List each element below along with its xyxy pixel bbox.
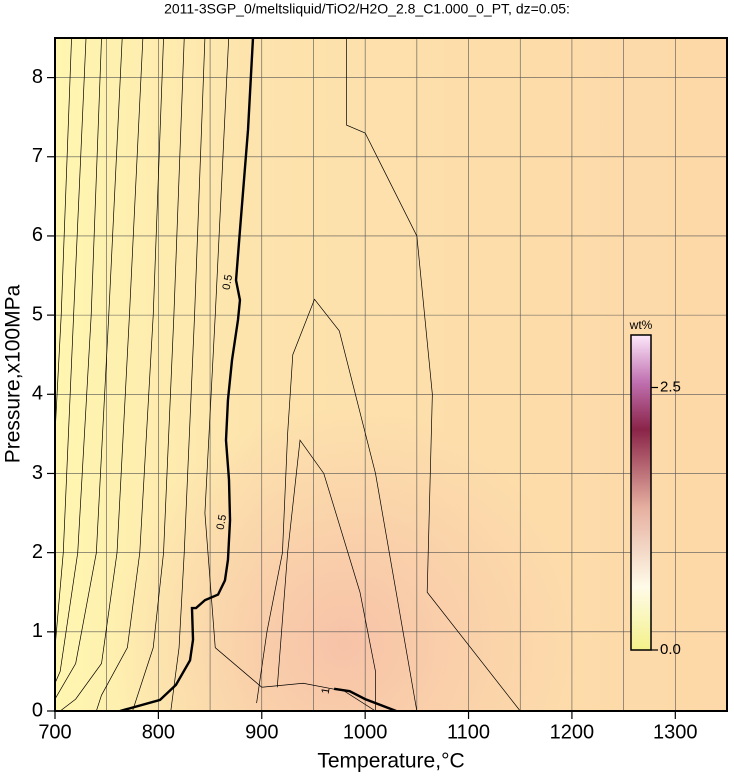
chart-title: 2011-3SGP_0/meltsliquid/TiO2/H2O_2.8_C1.… bbox=[164, 1, 570, 17]
contour-line bbox=[55, 38, 72, 434]
y-tick-label: 8 bbox=[32, 66, 43, 88]
contour-line bbox=[204, 38, 376, 711]
x-tick-label: 1100 bbox=[447, 721, 490, 743]
contour-line bbox=[256, 298, 418, 711]
y-tick-label: 6 bbox=[32, 224, 43, 246]
y-axis-label: Pressure,x100MPa bbox=[2, 284, 25, 463]
contour-line bbox=[276, 439, 376, 711]
contour-line bbox=[170, 38, 206, 711]
contour-line bbox=[96, 38, 164, 711]
x-tick-label: 1300 bbox=[653, 721, 698, 743]
x-tick-label: 900 bbox=[245, 721, 278, 743]
colorbar-tick-label: 2.5 bbox=[660, 378, 681, 395]
contour-line bbox=[55, 38, 102, 684]
colorbar-label: wt% bbox=[629, 318, 653, 332]
colorbar-tick-label: 0.0 bbox=[660, 641, 681, 658]
grid bbox=[55, 38, 727, 712]
y-tick-label: 5 bbox=[32, 303, 43, 325]
contour-line bbox=[55, 38, 123, 700]
contour-line bbox=[346, 38, 521, 711]
contour-line bbox=[119, 38, 255, 711]
contour-label: 1 bbox=[320, 687, 333, 695]
colorbar bbox=[630, 334, 652, 651]
y-tick-label: 3 bbox=[32, 462, 43, 484]
plot-highlight bbox=[55, 38, 727, 711]
x-tick-label: 700 bbox=[38, 721, 71, 743]
y-tick-label: 1 bbox=[32, 620, 43, 642]
contour-line bbox=[333, 687, 397, 711]
y-tick-label: 2 bbox=[32, 541, 43, 563]
x-tick-label: 1000 bbox=[343, 721, 388, 743]
x-tick-label: 1200 bbox=[550, 721, 595, 743]
x-axis-label: Temperature,°C bbox=[317, 750, 464, 773]
x-tick-label: 800 bbox=[142, 721, 175, 743]
contour-line bbox=[55, 38, 87, 648]
y-tick-label: 7 bbox=[32, 145, 43, 167]
contour-line bbox=[59, 38, 144, 711]
contours bbox=[55, 38, 521, 711]
y-tick-label: 4 bbox=[32, 383, 43, 405]
y-tick-label: 0 bbox=[32, 699, 43, 721]
contour-line bbox=[132, 38, 185, 711]
plot-frame bbox=[54, 37, 728, 712]
contour-label: 0.5 bbox=[221, 274, 235, 291]
contour-label: 0.5 bbox=[215, 514, 229, 531]
